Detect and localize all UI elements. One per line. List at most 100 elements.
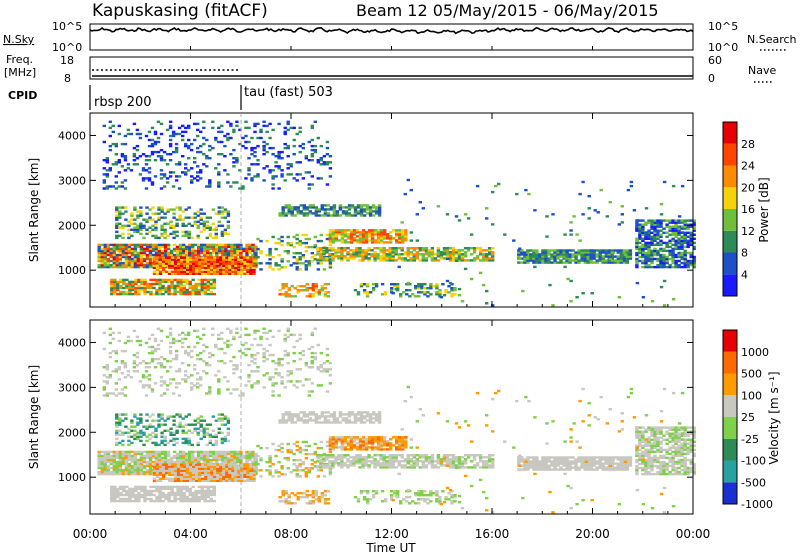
power-cell bbox=[234, 268, 238, 271]
velocity-cell bbox=[170, 485, 174, 489]
power-cell bbox=[316, 247, 320, 250]
power-cell bbox=[395, 229, 399, 232]
velocity-cell bbox=[146, 491, 150, 495]
power-cell bbox=[374, 210, 379, 213]
power-cell bbox=[124, 251, 129, 255]
velocity-cell bbox=[166, 417, 170, 420]
power-cell bbox=[208, 183, 212, 186]
velocity-cell bbox=[115, 452, 119, 456]
power-cell bbox=[210, 260, 214, 263]
power-cell bbox=[436, 205, 441, 208]
velocity-cell bbox=[182, 460, 186, 464]
power-cell bbox=[535, 257, 539, 260]
power-cell bbox=[161, 262, 166, 265]
power-cell bbox=[139, 253, 144, 257]
power-cell bbox=[211, 146, 215, 150]
cpid-label: CPID bbox=[8, 89, 37, 102]
power-cell bbox=[641, 229, 645, 232]
velocity-cell bbox=[167, 495, 171, 499]
power-cell bbox=[155, 268, 160, 271]
velocity-cell bbox=[152, 465, 157, 468]
power-cell bbox=[319, 249, 323, 252]
power-cell bbox=[200, 284, 204, 288]
power-cell bbox=[144, 134, 149, 138]
power-cell bbox=[436, 251, 441, 254]
velocity-cell bbox=[217, 388, 221, 391]
velocity-cell bbox=[151, 413, 155, 416]
velocity-cell bbox=[214, 345, 218, 349]
power-cell bbox=[133, 243, 138, 247]
velocity-cell bbox=[127, 470, 132, 474]
power-cell bbox=[332, 212, 337, 215]
velocity-cell bbox=[229, 329, 233, 333]
velocity-cell bbox=[152, 493, 156, 497]
power-cell bbox=[665, 257, 669, 261]
power-cell bbox=[170, 260, 175, 263]
velocity-cell bbox=[156, 327, 161, 330]
power-cell bbox=[457, 294, 462, 297]
power-cell bbox=[146, 282, 150, 286]
power-cell bbox=[127, 247, 132, 251]
power-cell bbox=[365, 295, 370, 298]
power-cell bbox=[131, 282, 135, 286]
power-cell bbox=[97, 263, 101, 267]
velocity-cell bbox=[199, 376, 203, 379]
power-cell bbox=[234, 270, 238, 273]
power-cell bbox=[217, 206, 221, 209]
power-cell bbox=[202, 120, 206, 123]
power-cell bbox=[430, 253, 435, 256]
velocity-cell bbox=[118, 470, 122, 474]
power-cell bbox=[580, 259, 584, 262]
power-cell bbox=[400, 247, 404, 250]
velocity-cell bbox=[196, 341, 200, 345]
power-cell bbox=[173, 262, 178, 265]
power-cell bbox=[253, 130, 257, 134]
velocity-cell bbox=[246, 477, 250, 480]
power-cell bbox=[200, 249, 204, 253]
power-cell bbox=[341, 210, 346, 213]
power-cell bbox=[647, 221, 651, 224]
velocity-cell bbox=[100, 470, 104, 474]
power-cell bbox=[358, 241, 363, 244]
power-cell bbox=[198, 264, 202, 267]
velocity-cell bbox=[112, 462, 116, 466]
power-cell bbox=[256, 122, 260, 126]
power-cell bbox=[152, 266, 157, 269]
power-cell bbox=[647, 253, 651, 257]
velocity-cell bbox=[105, 366, 109, 369]
power-cell bbox=[671, 261, 675, 265]
power-cell bbox=[485, 255, 489, 258]
velocity-cell bbox=[127, 458, 132, 462]
velocity-cell bbox=[142, 458, 147, 462]
power-cell bbox=[662, 253, 666, 257]
velocity-cell bbox=[218, 450, 222, 454]
velocity-cell bbox=[197, 456, 201, 460]
velocity-cell bbox=[176, 487, 180, 491]
power-cell bbox=[105, 157, 109, 160]
power-colorbar-tick: 16 bbox=[741, 203, 755, 216]
power-cell bbox=[683, 253, 687, 257]
power-cell bbox=[349, 231, 354, 234]
velocity-cell bbox=[112, 458, 116, 462]
power-cell bbox=[638, 233, 642, 236]
power-cell bbox=[680, 251, 684, 255]
power-cell bbox=[322, 259, 326, 262]
velocity-cell bbox=[222, 477, 226, 480]
power-cell bbox=[193, 222, 197, 225]
power-cell bbox=[229, 136, 233, 140]
velocity-cell bbox=[192, 475, 196, 478]
velocity-cell bbox=[244, 333, 248, 337]
velocity-cell bbox=[158, 489, 162, 493]
power-cell bbox=[286, 173, 290, 176]
velocity-cell bbox=[228, 463, 232, 466]
power-cell bbox=[518, 257, 522, 260]
power-cell bbox=[277, 167, 281, 170]
velocity-cell bbox=[206, 491, 210, 495]
power-cell bbox=[250, 148, 254, 152]
power-cell bbox=[187, 146, 191, 150]
velocity-cell bbox=[236, 456, 240, 460]
power-cell bbox=[400, 259, 404, 262]
velocity-cell bbox=[230, 454, 234, 458]
power-cell bbox=[251, 249, 255, 253]
power-cell bbox=[385, 257, 389, 260]
